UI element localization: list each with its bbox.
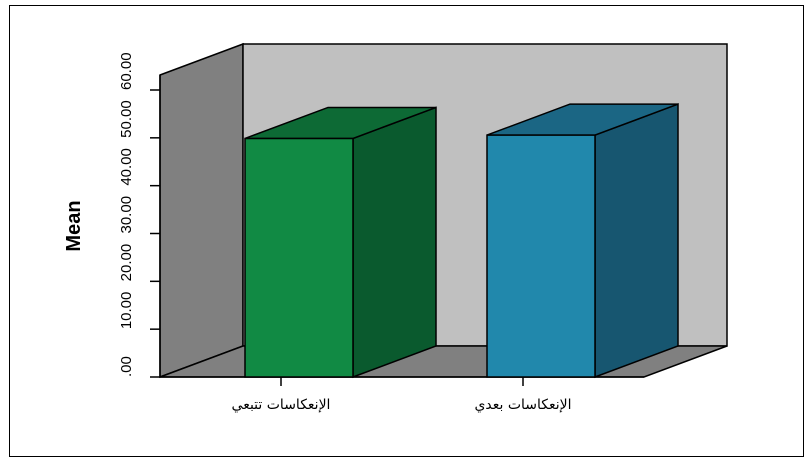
bar-side (352, 106, 437, 379)
y-tick-label: 60.00 (118, 52, 135, 90)
y-tick-label: 40.00 (118, 148, 135, 186)
x-tick-label: الإنعكاسات تتبعي (232, 397, 331, 413)
side-wall (159, 42, 244, 379)
bars (244, 103, 679, 379)
y-tick-label: 50.00 (118, 100, 135, 138)
y-tick-label: 30.00 (118, 196, 135, 234)
y-tick-label: 10.00 (118, 292, 135, 330)
y-tick-label: .00 (118, 356, 135, 377)
x-axis-labels: الإنعكاسات تتبعي الإنعكاسات بعدي (232, 377, 572, 413)
bar (486, 134, 596, 378)
x-tick-label: الإنعكاسات بعدي (474, 397, 571, 413)
bar-side (594, 103, 679, 379)
bar (244, 137, 354, 378)
y-axis-title: Mean (63, 200, 85, 251)
y-axis-ticks: .00 10.00 20.00 30.00 40.00 50.00 60.00 (118, 52, 160, 378)
y-tick-label: 20.00 (118, 244, 135, 282)
